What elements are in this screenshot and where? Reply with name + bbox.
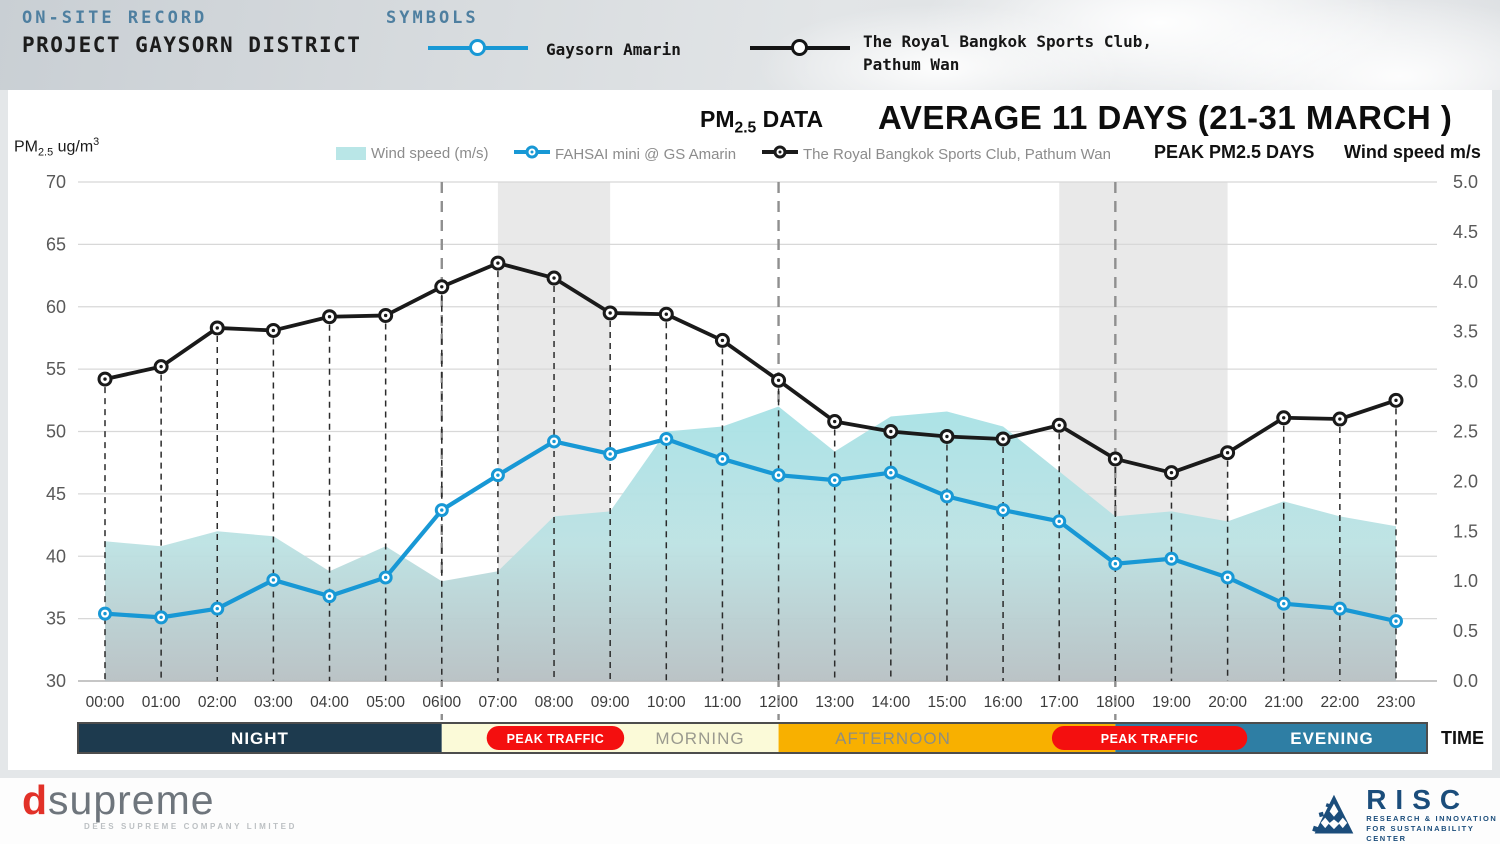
symbols-heading: SYMBOLS: [386, 8, 479, 28]
legend-item-fahsai: FAHSAI mini @ GS Amarin: [514, 145, 736, 163]
project-title: PROJECT GAYSORN DISTRICT: [22, 33, 362, 57]
left-axis-unit-label: PM2.5 ug/m3: [14, 136, 100, 159]
legend-label-fahsai: FAHSAI mini @ GS Amarin: [555, 145, 737, 163]
blue-line-marker-icon: [514, 145, 550, 163]
chart-panel: [8, 90, 1492, 770]
legend-label-wind: Wind speed (m/s): [371, 145, 489, 162]
sports-club-symbol: [750, 39, 850, 56]
footer: dsupreme DEES SUPREME COMPANY LIMITED RI…: [0, 778, 1500, 844]
gaysorn-amarin-marker-icon: [469, 39, 486, 56]
risc-triangle-icon: [1312, 794, 1354, 834]
onsite-record-label: ON-SITE RECORD: [22, 8, 208, 28]
legend-item-wind-speed: Wind speed (m/s): [336, 145, 489, 162]
risc-name: RISC: [1366, 784, 1470, 815]
dsupreme-rest: supreme: [48, 777, 215, 823]
sports-club-label-line1: The Royal Bangkok Sports Club,: [863, 32, 1152, 51]
dsupreme-d: d: [22, 777, 49, 823]
sports-club-label-line2: Pathum Wan: [863, 55, 960, 74]
risc-logo: RISC RESEARCH & INNOVATION FOR SUSTAINAB…: [1312, 786, 1500, 844]
right-axis-title: Wind speed m/s: [1344, 142, 1481, 162]
wind-area-swatch-icon: [336, 147, 366, 160]
black-line-marker-icon: [762, 145, 798, 163]
sports-club-marker-icon: [791, 39, 808, 56]
peak-pm25-days-label: PEAK PM2.5 DAYS: [1154, 142, 1315, 162]
dsupreme-logo: dsupreme: [22, 777, 215, 823]
header-cloud-banner: ON-SITE RECORD PROJECT GAYSORN DISTRICT …: [0, 0, 1500, 90]
chart-title: AVERAGE 11 DAYS (21-31 MARCH ): [878, 99, 1453, 136]
gaysorn-amarin-symbol: [428, 39, 528, 56]
risc-caption-line1: RESEARCH & INNOVATION: [1366, 814, 1498, 823]
legend-item-sports-club: The Royal Bangkok Sports Club, Pathum Wa…: [762, 145, 1111, 163]
legend-label-sports-club: The Royal Bangkok Sports Club, Pathum Wa…: [803, 145, 1111, 163]
risc-caption: RESEARCH & INNOVATION FOR SUSTAINABILITY…: [1366, 814, 1500, 844]
gaysorn-amarin-label: Gaysorn Amarin: [546, 40, 681, 59]
sports-club-label: The Royal Bangkok Sports Club, Pathum Wa…: [863, 30, 1152, 76]
dsupreme-caption: DEES SUPREME COMPANY LIMITED: [84, 822, 297, 831]
risc-caption-line2: FOR SUSTAINABILITY CENTER: [1366, 824, 1475, 843]
chart-subtitle: PM2.5 DATA: [700, 106, 824, 137]
